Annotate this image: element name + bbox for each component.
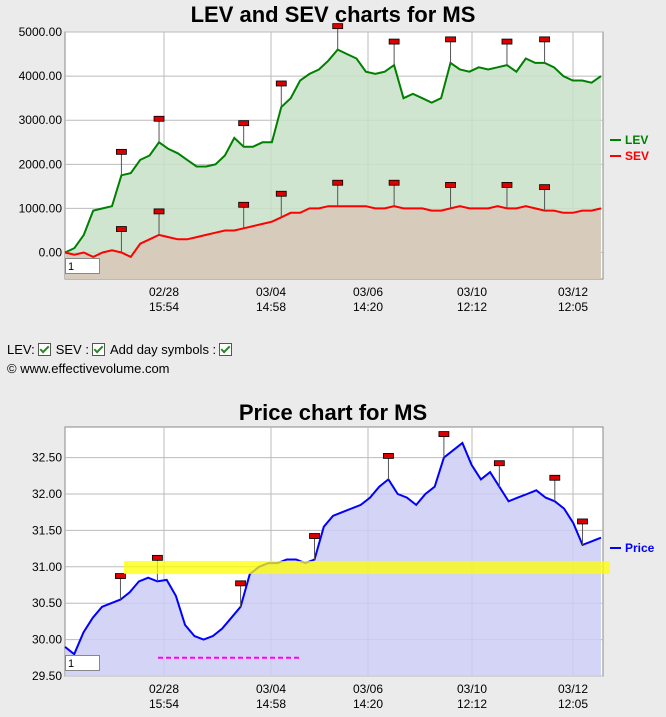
day-symbols-checkbox[interactable] (219, 343, 233, 356)
x-tick-time: 14:58 (256, 697, 286, 711)
highlight-band (124, 560, 610, 575)
day-marker-flag (153, 208, 165, 215)
x-tick-date: 03/12 (558, 285, 588, 299)
day-marker-flag (152, 554, 163, 561)
day-marker-flag (116, 148, 127, 155)
y-tick-label: 32.00 (32, 487, 62, 501)
legend-label-price: Price (625, 541, 655, 555)
x-tick-date: 03/10 (457, 285, 487, 299)
lev-checkbox[interactable] (37, 343, 51, 356)
day-marker-flag (493, 460, 505, 467)
x-tick-date: 03/12 (558, 682, 588, 696)
day-marker-flag (235, 580, 246, 587)
y-tick-label: 31.50 (32, 523, 62, 537)
x-tick-date: 03/04 (256, 682, 286, 696)
day-marker-flag (383, 453, 394, 459)
day-marker-flag (309, 533, 320, 539)
x-tick-time: 14:20 (353, 300, 383, 314)
y-tick-label: 3000.00 (19, 113, 63, 127)
y-tick-label: 32.50 (32, 451, 62, 465)
x-tick-date: 02/28 (149, 682, 179, 696)
x-tick-time: 14:58 (256, 300, 286, 314)
zoom-input-2[interactable]: 1 (65, 655, 100, 671)
series-line-lev (64, 48, 602, 254)
y-tick-label: 1000.00 (19, 201, 63, 215)
day-marker-flag (501, 38, 513, 45)
series-area-sev (65, 206, 601, 279)
day-marker-flag (501, 182, 513, 188)
chart2-title: Price chart for MS (238, 400, 428, 425)
day-marker-flag (275, 190, 287, 197)
day-marker-flag (116, 226, 127, 232)
x-tick-date: 03/06 (353, 682, 383, 696)
lev-option-label: LEV: (7, 342, 35, 357)
x-tick-time: 12:05 (558, 300, 588, 314)
zoom-input-1[interactable]: 1 (65, 258, 100, 274)
chart1-title: LEV and SEV charts for MS (190, 2, 476, 27)
legend-label-sev: SEV (625, 149, 649, 163)
y-tick-label: 5000.00 (19, 25, 63, 39)
lev-sev-chart: 0.00 1000.00 2000.00 3000.00 4000.00 5000.00 0… (19, 23, 649, 314)
day-marker-flag (577, 518, 588, 525)
series-area-price (65, 443, 601, 676)
x-tick-time: 12:12 (457, 697, 487, 711)
x-tick-date: 02/28 (149, 285, 179, 299)
x-tick-date: 03/06 (353, 285, 383, 299)
day-marker-flag (275, 80, 287, 87)
legend-label-lev: LEV (625, 133, 648, 147)
options-row: LEV: SEV : Add day symbols : (7, 342, 234, 357)
y-tick-label: 2000.00 (19, 157, 63, 171)
day-symbols-label: Add day symbols : (109, 342, 217, 357)
day-marker-flag (445, 182, 456, 188)
day-marker-flag (238, 201, 250, 208)
y-tick-label: 30.50 (32, 596, 62, 610)
x-tick-time: 15:54 (149, 300, 179, 314)
x-tick-date: 03/10 (457, 682, 487, 696)
series-line-sev (64, 205, 602, 259)
y-tick-label: 29.50 (32, 669, 62, 683)
day-marker-flag (549, 474, 561, 481)
x-tick-time: 12:05 (558, 697, 588, 711)
y-tick-label: 4000.00 (19, 69, 63, 83)
day-marker-flag (115, 573, 126, 579)
x-tick-time: 14:20 (353, 697, 383, 711)
day-marker-flag (539, 184, 550, 191)
y-tick-label: 31.00 (32, 560, 62, 574)
y-tick-label: 30.00 (32, 633, 62, 647)
day-marker-flag (438, 431, 450, 437)
y-tick-label: 0.00 (39, 246, 63, 260)
day-marker-flag (332, 23, 344, 30)
day-marker-flag (539, 36, 550, 43)
sev-option-label: SEV : (55, 342, 89, 357)
day-marker-flag (445, 36, 456, 43)
day-marker-flag (332, 179, 344, 186)
day-marker-flag (388, 179, 400, 186)
day-marker-flag (153, 115, 165, 122)
x-tick-date: 03/04 (256, 285, 286, 299)
day-marker-flag (388, 38, 400, 45)
series-line-price (64, 441, 602, 656)
sev-checkbox[interactable] (91, 343, 105, 356)
x-tick-time: 12:12 (457, 300, 487, 314)
x-tick-time: 15:54 (149, 697, 179, 711)
day-marker-flag (238, 120, 250, 127)
credit-link[interactable]: © www.effectivevolume.com (7, 361, 170, 376)
